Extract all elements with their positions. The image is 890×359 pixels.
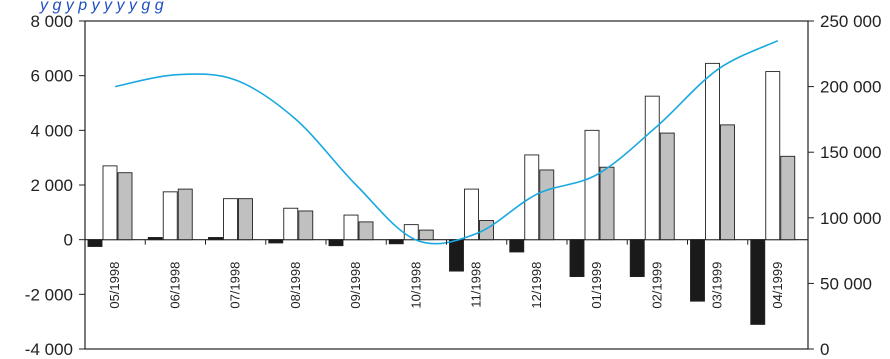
bar-series-0 — [690, 239, 705, 302]
bar-series-1 — [162, 191, 178, 241]
bar-series-1 — [102, 165, 118, 241]
right-axis: 0 50 000 100 000 150 000 200 000 250 000 — [808, 12, 881, 359]
bar-series-0 — [147, 237, 163, 241]
line-series — [114, 39, 779, 245]
left-tick-label: 4 000 — [30, 121, 73, 140]
bar-series-1 — [464, 188, 479, 241]
bar-series-0 — [87, 239, 103, 247]
bar-series-1 — [765, 71, 781, 241]
bar-series-1 — [223, 198, 238, 241]
bar-series-0 — [449, 239, 464, 272]
category-label: 10/1998 — [408, 262, 423, 309]
category-label: 03/1999 — [710, 262, 725, 309]
bar-series-2 — [659, 132, 675, 241]
bar-series-2 — [539, 169, 555, 241]
right-tick-label: 0 — [820, 340, 829, 359]
left-tick-label: -2 000 — [25, 285, 73, 304]
bar-series-2 — [358, 221, 374, 241]
bar-series-2 — [780, 155, 796, 241]
category-label: 07/1998 — [228, 262, 243, 309]
bar-series-1 — [705, 62, 720, 241]
left-tick-label: 0 — [64, 231, 73, 250]
category-label: 04/1999 — [770, 262, 785, 309]
bar-series-2 — [298, 210, 314, 241]
bar-series-0 — [750, 239, 766, 325]
bar-series-0 — [328, 239, 344, 247]
left-tick-label: 6 000 — [30, 67, 73, 86]
category-label: 08/1998 — [288, 262, 303, 309]
category-label: 12/1998 — [529, 262, 544, 309]
category-label: 09/1998 — [348, 262, 363, 309]
category-label: 11/1998 — [469, 262, 484, 308]
right-tick-label: 250 000 — [820, 12, 881, 31]
category-label: 01/1999 — [589, 262, 604, 309]
bar-series-2 — [177, 188, 193, 241]
bar-series-0 — [629, 239, 645, 278]
bars-layer — [87, 62, 796, 325]
bar-series-1 — [644, 95, 660, 241]
left-tick-label: 8 000 — [30, 12, 73, 31]
bar-series-2 — [238, 198, 253, 241]
bar-series-2 — [599, 166, 615, 241]
bar-series-0 — [388, 239, 404, 245]
left-tick-label: 2 000 — [30, 176, 73, 195]
left-axis: -4 000 -2 000 0 2 000 4 000 6 000 8 000 — [25, 12, 85, 359]
category-label: 06/1998 — [167, 262, 182, 309]
bar-series-2 — [720, 124, 735, 241]
bar-series-0 — [268, 239, 284, 244]
bar-series-2 — [418, 229, 434, 241]
bar-series-2 — [479, 220, 494, 241]
bar-series-1 — [584, 129, 600, 241]
right-tick-label: 200 000 — [820, 78, 881, 97]
bar-series-1 — [343, 214, 359, 241]
category-axis: 05/1998 06/1998 07/1998 08/1998 09/1998 10/19… — [84, 239, 809, 309]
left-tick-label: -4 000 — [25, 340, 73, 359]
right-tick-label: 50 000 — [820, 274, 872, 293]
right-tick-label: 100 000 — [820, 209, 881, 228]
right-tick-label: 150 000 — [820, 143, 881, 162]
bar-series-2 — [117, 172, 133, 241]
chart-title-fragment: y g y p y y y y g g — [39, 0, 164, 14]
category-label: 02/1999 — [649, 262, 664, 309]
bar-series-0 — [569, 239, 585, 278]
bar-series-0 — [509, 239, 525, 253]
line-layer — [114, 39, 779, 245]
bar-series-0 — [208, 237, 223, 241]
bar-series-1 — [283, 207, 299, 241]
category-label: 05/1998 — [107, 262, 122, 309]
